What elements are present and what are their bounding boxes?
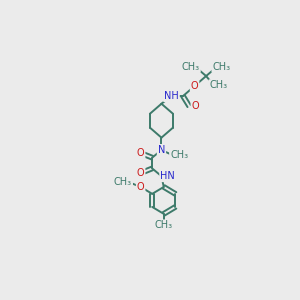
Text: NH: NH	[164, 91, 179, 101]
Text: CH₃: CH₃	[209, 80, 227, 90]
Text: CH₃: CH₃	[182, 62, 200, 72]
Text: N: N	[158, 145, 165, 155]
Text: CH₃: CH₃	[155, 220, 173, 230]
Text: O: O	[137, 168, 145, 178]
Text: O: O	[191, 81, 198, 91]
Text: O: O	[191, 101, 199, 111]
Text: CH₃: CH₃	[170, 150, 188, 160]
Text: O: O	[137, 148, 145, 158]
Text: HN: HN	[160, 171, 175, 181]
Text: CH₃: CH₃	[212, 62, 231, 72]
Text: CH₃: CH₃	[114, 177, 132, 187]
Text: O: O	[137, 182, 145, 192]
